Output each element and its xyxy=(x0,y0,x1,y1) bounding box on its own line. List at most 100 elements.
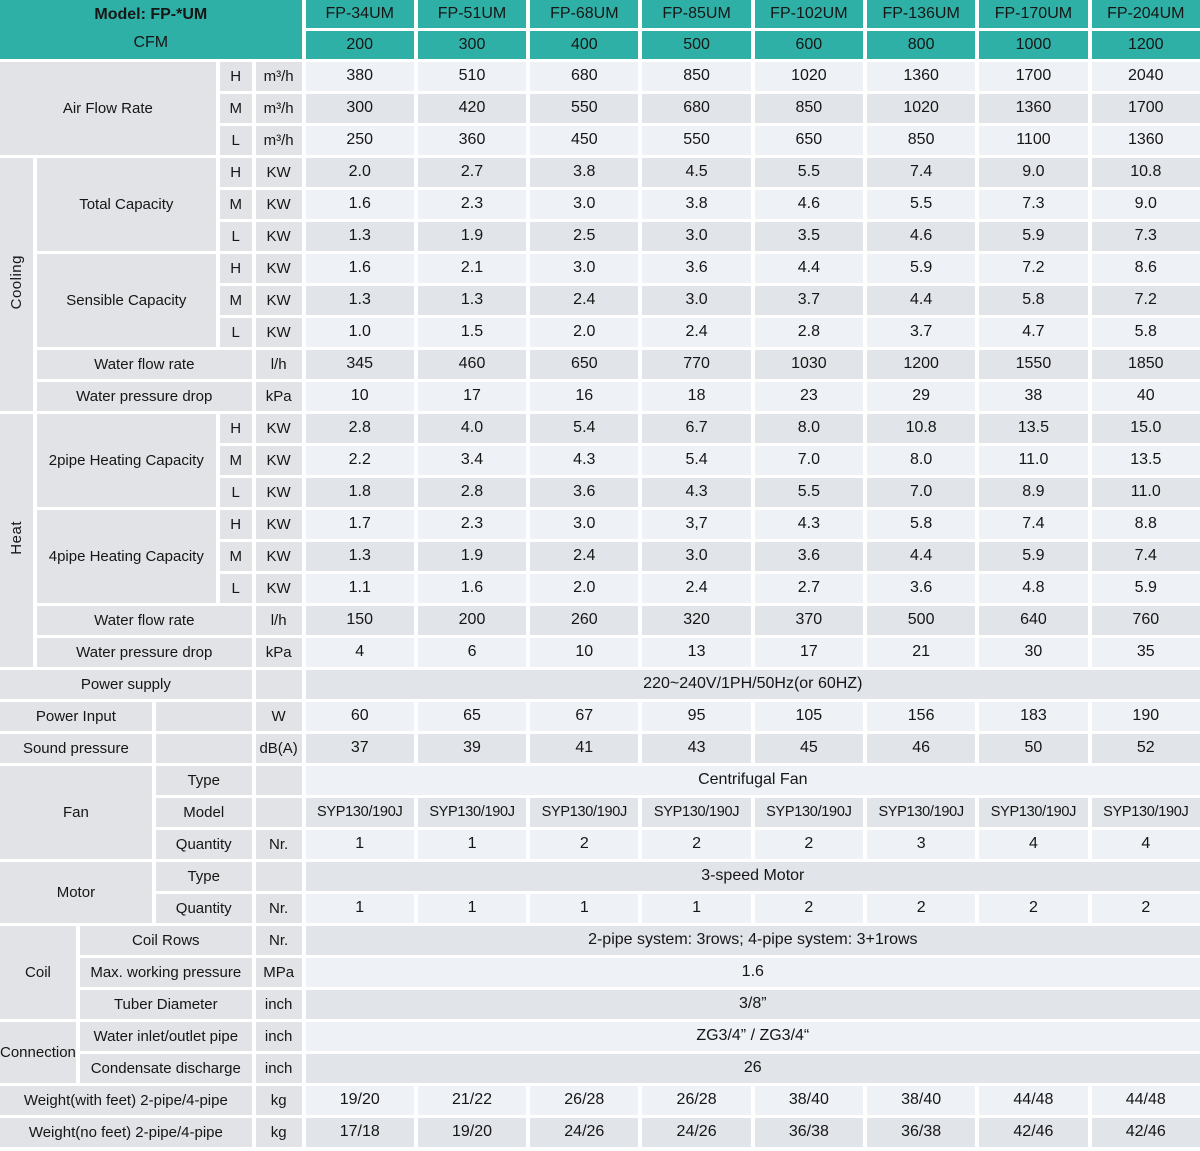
value-cell: 200 xyxy=(417,606,527,635)
value-cell: 3.8 xyxy=(530,158,639,187)
value-cell: 1.3 xyxy=(305,286,414,315)
value-cell: 4.8 xyxy=(979,574,1088,603)
row-label: Quantity xyxy=(155,830,252,859)
value-cell: 3.6 xyxy=(642,254,751,283)
unit-cell: KW xyxy=(255,414,302,443)
value-cell: 105 xyxy=(754,702,863,731)
value-cell: 1360 xyxy=(1091,126,1200,155)
value-cell: 640 xyxy=(979,606,1088,635)
value-cell: 65 xyxy=(417,702,527,731)
value-cell: 3.6 xyxy=(754,542,863,571)
unit-cell: KW xyxy=(255,542,302,571)
value-cell: 7.4 xyxy=(979,510,1088,539)
value-cell: 1 xyxy=(305,894,414,923)
value-cell: 1 xyxy=(642,894,751,923)
value-cell: 4 xyxy=(305,638,414,667)
value-cell: 17/18 xyxy=(305,1118,414,1147)
unit-cell: l/h xyxy=(255,350,302,379)
unit-cell: KW xyxy=(255,222,302,251)
unit-cell: m³/h xyxy=(255,94,302,123)
value-cell: SYP130/190J xyxy=(979,798,1088,827)
value-cell: 2.4 xyxy=(642,574,751,603)
unit-cell: l/h xyxy=(255,606,302,635)
value-cell: 4.3 xyxy=(754,510,863,539)
value-cell: SYP130/190J xyxy=(754,798,863,827)
row-label: Coil Rows xyxy=(79,926,252,955)
value-cell: 1020 xyxy=(754,62,863,91)
value-cell: 42/46 xyxy=(979,1118,1088,1147)
empty-cell xyxy=(255,862,302,891)
value-cell: 680 xyxy=(642,94,751,123)
value-cell: 150 xyxy=(305,606,414,635)
row-label: Sensible Capacity xyxy=(36,254,216,347)
empty-cell xyxy=(155,702,252,731)
value-cell: 36/38 xyxy=(867,1118,976,1147)
speed-label: L xyxy=(219,222,252,251)
value-cell: 3.4 xyxy=(417,446,527,475)
value-cell: 4.7 xyxy=(979,318,1088,347)
value-cell: 42/46 xyxy=(1091,1118,1200,1147)
value-cell: 1360 xyxy=(979,94,1088,123)
model-header: FP-51UM xyxy=(417,0,527,28)
value-cell: 260 xyxy=(530,606,639,635)
value-cell: 29 xyxy=(867,382,976,411)
row-label: Power Input xyxy=(0,702,152,731)
row-label: Water pressure drop xyxy=(36,638,252,667)
value-cell: 1850 xyxy=(1091,350,1200,379)
value-cell: 10 xyxy=(305,382,414,411)
speed-label: H xyxy=(219,62,252,91)
value-cell: 850 xyxy=(867,126,976,155)
value-cell: 2.5 xyxy=(530,222,639,251)
row-label: Condensate discharge xyxy=(79,1054,252,1083)
value-cell: SYP130/190J xyxy=(1091,798,1200,827)
value-cell: 500 xyxy=(867,606,976,635)
value-cell: 3.0 xyxy=(530,254,639,283)
cfm-value: 300 xyxy=(417,31,527,59)
row-label: Water flow rate xyxy=(36,606,252,635)
value-cell: 2.3 xyxy=(417,190,527,219)
value-cell: 8.6 xyxy=(1091,254,1200,283)
speed-label: M xyxy=(219,94,252,123)
value-cell: 2.0 xyxy=(530,574,639,603)
value-cell: 4.3 xyxy=(642,478,751,507)
value-cell: 8.8 xyxy=(1091,510,1200,539)
spanned-value: 3-speed Motor xyxy=(305,862,1200,891)
row-label: Type xyxy=(155,766,252,795)
value-cell: 650 xyxy=(754,126,863,155)
value-cell: 3.7 xyxy=(754,286,863,315)
value-cell: 19/20 xyxy=(305,1086,414,1115)
value-cell: 4.3 xyxy=(530,446,639,475)
value-cell: 190 xyxy=(1091,702,1200,731)
value-cell: 9.0 xyxy=(979,158,1088,187)
value-cell: 5.9 xyxy=(867,254,976,283)
value-cell: 37 xyxy=(305,734,414,763)
spanned-value: 220~240V/1PH/50Hz(or 60HZ) xyxy=(305,670,1200,699)
value-cell: 4 xyxy=(979,830,1088,859)
speed-label: M xyxy=(219,542,252,571)
value-cell: 2.0 xyxy=(305,158,414,187)
value-cell: 67 xyxy=(530,702,639,731)
model-header: FP-102UM xyxy=(754,0,863,28)
spanned-value: Centrifugal Fan xyxy=(305,766,1200,795)
cfm-value: 500 xyxy=(642,31,751,59)
value-cell: 1360 xyxy=(867,62,976,91)
row-label: 2pipe Heating Capacity xyxy=(36,414,216,507)
unit-cell: KW xyxy=(255,574,302,603)
value-cell: 680 xyxy=(530,62,639,91)
value-cell: 3.7 xyxy=(867,318,976,347)
value-cell: 1.9 xyxy=(417,542,527,571)
row-label: Total Capacity xyxy=(36,158,216,251)
unit-cell: KW xyxy=(255,158,302,187)
cfm-value: 600 xyxy=(754,31,863,59)
value-cell: 3.6 xyxy=(530,478,639,507)
value-cell: 7.4 xyxy=(1091,542,1200,571)
value-cell: 21/22 xyxy=(417,1086,527,1115)
speed-label: L xyxy=(219,574,252,603)
value-cell: 300 xyxy=(305,94,414,123)
value-cell: 39 xyxy=(417,734,527,763)
value-cell: 250 xyxy=(305,126,414,155)
speed-label: H xyxy=(219,510,252,539)
speed-label: H xyxy=(219,254,252,283)
value-cell: 6 xyxy=(417,638,527,667)
value-cell: 1.7 xyxy=(305,510,414,539)
